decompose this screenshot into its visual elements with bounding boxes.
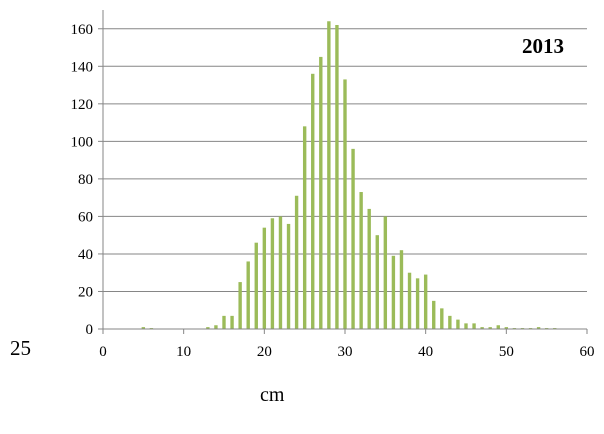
bar — [496, 325, 500, 329]
bar — [391, 255, 396, 329]
bar — [407, 272, 412, 329]
bar — [214, 325, 218, 329]
bar — [415, 278, 420, 329]
x-tick-labels: 0 10 20 30 40 50 60 — [99, 329, 595, 360]
y-tick-label: 0 — [86, 322, 94, 338]
bar — [343, 79, 347, 329]
bar — [448, 315, 452, 329]
bar — [319, 56, 323, 329]
bar — [246, 261, 250, 329]
x-tick-label: 0 — [99, 344, 107, 360]
chart-title: 2013 — [522, 34, 564, 58]
bar — [238, 282, 242, 329]
bar — [536, 327, 541, 329]
bar — [335, 25, 339, 329]
x-tick-label: 30 — [338, 344, 353, 360]
bar — [432, 300, 436, 329]
bar — [456, 319, 460, 329]
x-tick-label: 10 — [176, 344, 191, 360]
y-tick-label: 20 — [78, 284, 93, 300]
bar — [278, 216, 283, 329]
bar — [472, 323, 476, 329]
x-axis-label: cm — [260, 384, 285, 406]
bars — [141, 21, 557, 330]
bar — [375, 235, 379, 329]
bar — [270, 218, 275, 329]
y-tick-label: 40 — [78, 247, 93, 263]
bar — [302, 126, 307, 329]
y-tick-labels: 0 20 40 60 80 100 120 140 160 — [71, 22, 103, 338]
bar — [440, 308, 444, 329]
bar — [399, 250, 404, 329]
y-tick-label: 120 — [71, 97, 94, 113]
x-tick-label: 60 — [580, 344, 595, 360]
bar — [464, 323, 468, 329]
y-tick-label: 140 — [71, 59, 94, 75]
bar — [311, 73, 315, 329]
bar — [206, 327, 210, 329]
bar — [423, 274, 428, 329]
x-tick-label: 50 — [499, 344, 514, 360]
x-tick-label: 20 — [257, 344, 272, 360]
bar — [262, 227, 267, 329]
page-number: 25 — [10, 336, 31, 360]
bar — [383, 216, 388, 329]
y-tick-label: 100 — [71, 134, 94, 150]
bar — [286, 223, 291, 329]
bar — [141, 327, 146, 329]
bar — [351, 148, 355, 329]
y-tick-label: 160 — [71, 22, 94, 38]
bar — [222, 315, 226, 329]
bar — [480, 327, 484, 329]
bar — [294, 195, 299, 329]
bar — [230, 315, 234, 329]
bar — [359, 192, 363, 329]
bar — [327, 21, 331, 330]
y-tick-label: 80 — [78, 172, 93, 188]
x-tick-label: 40 — [418, 344, 433, 360]
y-tick-label: 60 — [78, 209, 93, 225]
bar — [504, 327, 509, 329]
bar — [254, 242, 258, 329]
bar — [488, 327, 492, 329]
bar — [367, 208, 371, 329]
